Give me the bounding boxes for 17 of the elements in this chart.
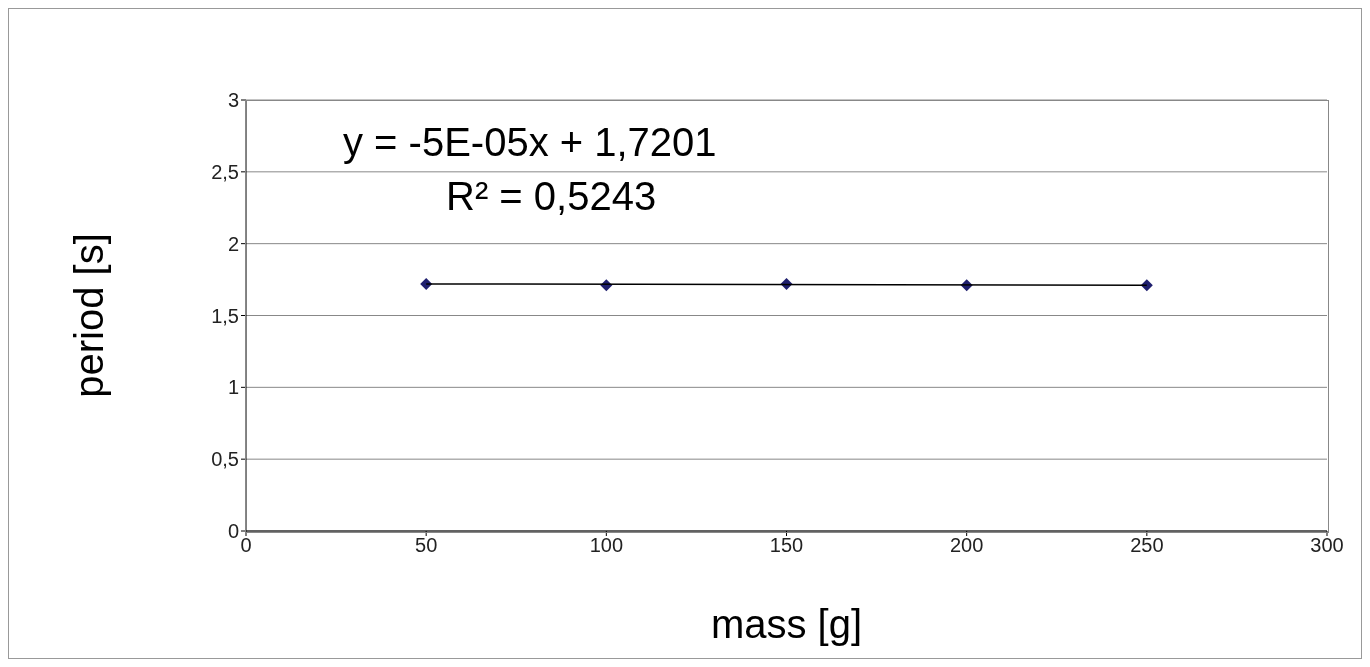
y-tick-label: 0,5 [211, 448, 239, 471]
y-tick-label: 1 [227, 376, 239, 399]
y-tick-label: 3 [227, 89, 239, 112]
annotation: y = -5E-05x + 1,7201 [343, 119, 717, 165]
y-axis-title: period [s] [67, 233, 112, 398]
x-tick-label: 50 [415, 534, 438, 557]
y-tick-label: 0 [227, 520, 239, 543]
x-tick-label: 250 [1130, 534, 1164, 557]
x-tick-label: 100 [589, 534, 624, 557]
y-tick-label: 2,5 [211, 160, 239, 183]
x-tick-label: 200 [949, 534, 984, 557]
annotation: R² = 0,5243 [446, 173, 657, 219]
x-tick-label: 150 [769, 534, 804, 557]
x-axis-title: mass [g] [710, 602, 863, 646]
y-tick-label: 2 [227, 232, 239, 255]
y-tick-label: 1,5 [211, 304, 239, 327]
x-tick-label: 300 [1310, 534, 1344, 557]
